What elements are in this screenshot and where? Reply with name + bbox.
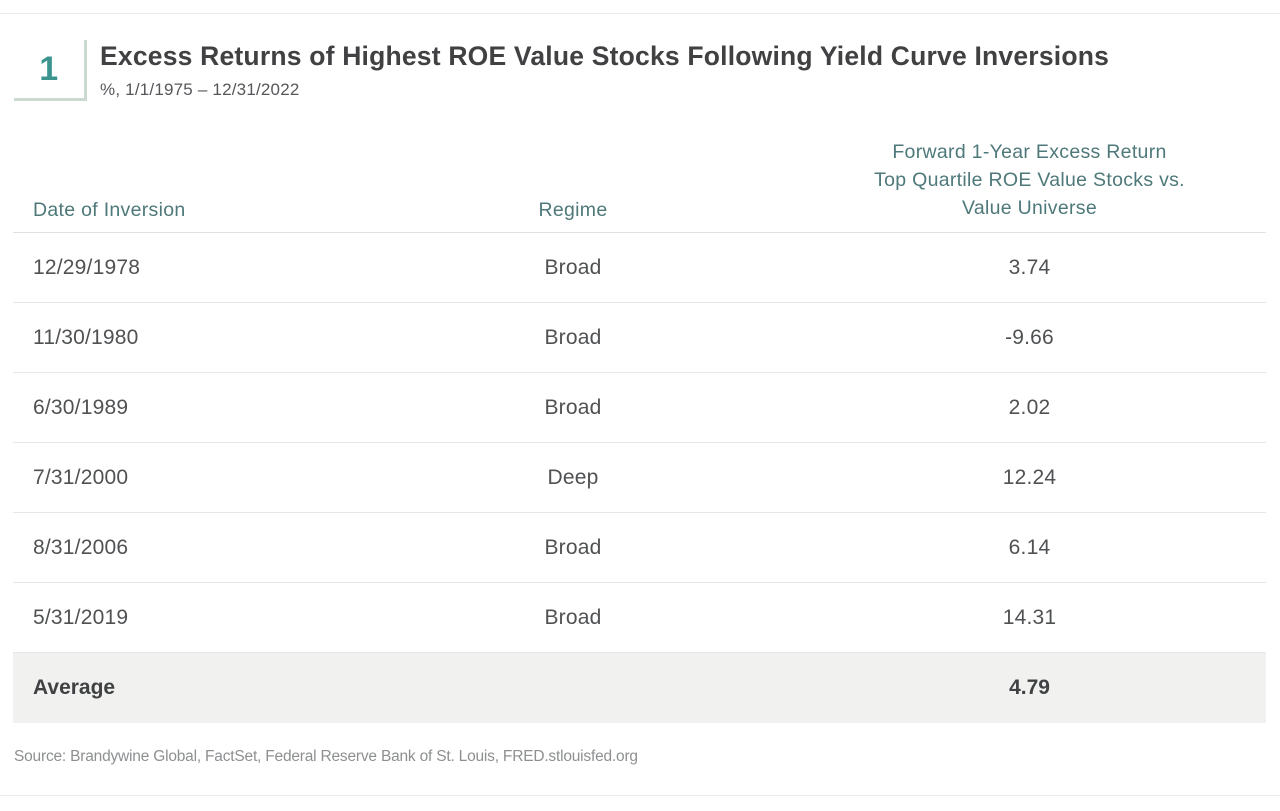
table-row: 6/30/1989 Broad 2.02 (13, 373, 1266, 443)
average-label: Average (33, 676, 116, 699)
cell-value: 2.02 (1008, 395, 1051, 419)
figure-titles: Excess Returns of Highest ROE Value Stoc… (100, 40, 1109, 101)
cell-regime: Deep (547, 465, 599, 489)
inversions-table: Date of Inversion Regime Forward 1-Year … (13, 130, 1266, 723)
figure-number-box: 1 (14, 40, 87, 101)
bottom-divider (0, 795, 1280, 796)
table-row: 11/30/1980 Broad -9.66 (13, 303, 1266, 373)
column-header-excess-return: Forward 1-Year Excess Return Top Quartil… (874, 141, 1185, 219)
table-header-row: Date of Inversion Regime Forward 1-Year … (13, 130, 1266, 233)
cell-regime: Broad (544, 535, 602, 559)
cell-date: 12/29/1978 (33, 255, 141, 279)
cell-regime: Broad (544, 255, 602, 279)
top-divider (0, 13, 1280, 14)
cell-regime: Broad (544, 605, 602, 629)
column-header-regime: Regime (538, 199, 608, 221)
source-note: Source: Brandywine Global, FactSet, Fede… (14, 748, 638, 765)
cell-date: 5/31/2019 (33, 605, 129, 629)
figure-subtitle: %, 1/1/1975 – 12/31/2022 (100, 79, 300, 99)
cell-value: 12.24 (1002, 465, 1057, 489)
cell-value: 14.31 (1002, 605, 1057, 629)
cell-regime: Broad (544, 395, 602, 419)
cell-value: 3.74 (1008, 255, 1051, 279)
table-row: 8/31/2006 Broad 6.14 (13, 513, 1266, 583)
table-row: 12/29/1978 Broad 3.74 (13, 233, 1266, 303)
cell-date: 8/31/2006 (33, 535, 129, 559)
cell-date: 11/30/1980 (33, 325, 139, 349)
figure-number: 1 (39, 49, 59, 88)
figure-title: Excess Returns of Highest ROE Value Stoc… (100, 41, 1110, 71)
cell-value: 6.14 (1008, 535, 1051, 559)
cell-regime: Broad (544, 325, 602, 349)
cell-value: -9.66 (1005, 325, 1054, 349)
cell-date: 7/31/2000 (33, 465, 129, 489)
cell-date: 6/30/1989 (33, 395, 129, 419)
column-header-date: Date of Inversion (33, 199, 186, 221)
figure-header: 1 Excess Returns of Highest ROE Value St… (14, 40, 1109, 101)
average-row: Average 4.79 (13, 653, 1266, 723)
average-value: 4.79 (1009, 676, 1050, 699)
table-row: 7/31/2000 Deep 12.24 (13, 443, 1266, 513)
table-row: 5/31/2019 Broad 14.31 (13, 583, 1266, 653)
